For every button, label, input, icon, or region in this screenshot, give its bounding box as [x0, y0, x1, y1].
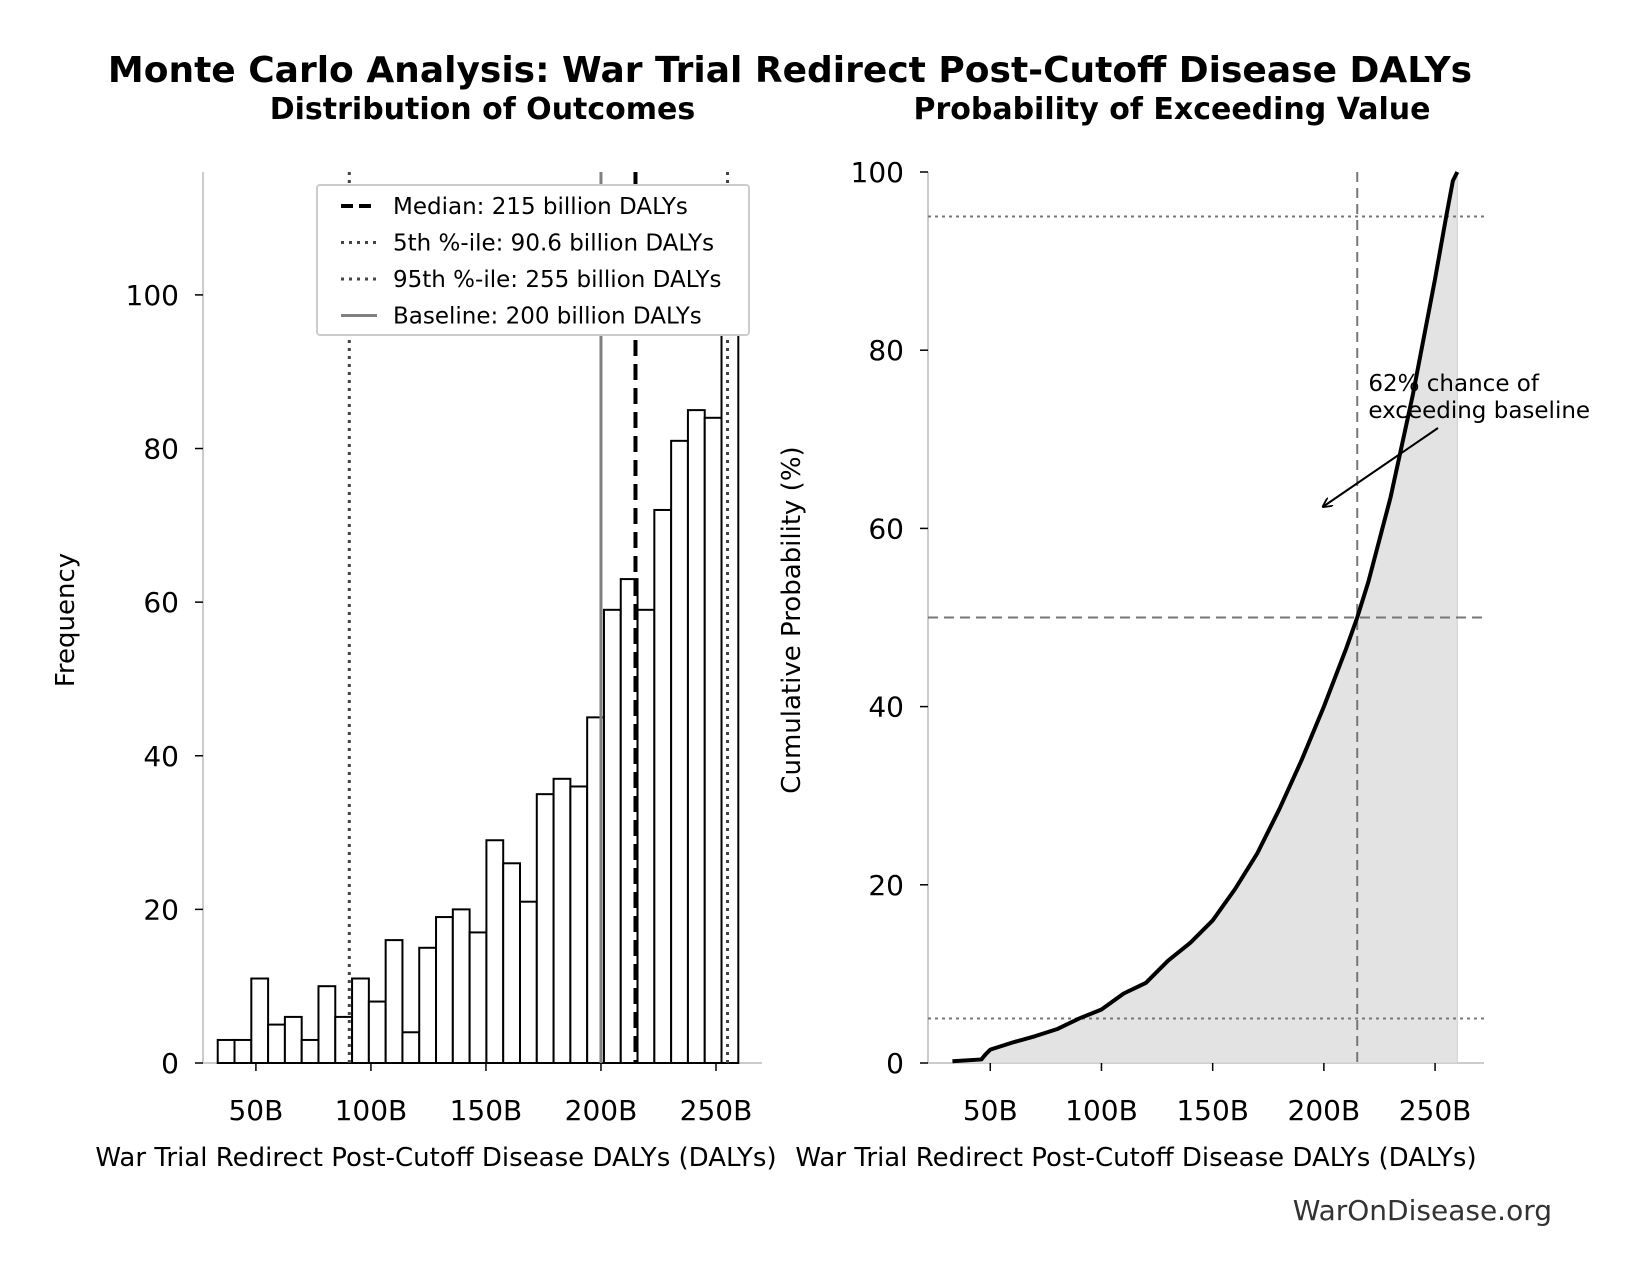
hist-x-label: War Trial Redirect Post-Cutoff Disease D… — [95, 1143, 776, 1173]
histogram-bar — [401, 1031, 421, 1065]
histogram-bar — [250, 977, 270, 1064]
histogram-bar — [485, 839, 505, 1064]
cdf-y-tick-label: 20 — [868, 869, 904, 902]
cdf-y-tick-label: 40 — [868, 691, 904, 724]
annotation-text: 62% chance of — [1368, 371, 1540, 397]
hist-x-tick-label: 200B — [565, 1094, 638, 1127]
cdf-x-tick-label: 200B — [1288, 1094, 1361, 1127]
cdf-x-tick-label: 100B — [1065, 1094, 1138, 1127]
legend-label: Median: 215 billion DALYs — [393, 194, 688, 220]
histogram-bar — [653, 508, 673, 1064]
cdf-y-tick-label: 60 — [868, 512, 904, 545]
histogram-bar — [720, 209, 740, 1065]
hist-y-label: Frequency — [51, 553, 81, 687]
histogram-bar — [518, 900, 538, 1065]
hist-x-tick-label: 250B — [680, 1094, 753, 1127]
hist-y-tick-label: 0 — [161, 1047, 179, 1080]
hist-y-tick-label: 40 — [143, 740, 179, 773]
histogram-bar — [351, 977, 370, 1064]
histogram-bar — [535, 793, 555, 1065]
cdf-x-tick-label: 250B — [1399, 1094, 1472, 1127]
cdf-y-tick-label: 80 — [868, 334, 904, 367]
hist-x-tick-label: 150B — [450, 1094, 523, 1127]
cdf-y-tick-label: 100 — [851, 156, 904, 189]
histogram-bar — [216, 1038, 236, 1065]
figure-title: Monte Carlo Analysis: War Trial Redirect… — [107, 50, 1473, 91]
legend-label: Baseline: 200 billion DALYs — [393, 304, 702, 330]
cdf-y-label: Cumulative Probability (%) — [777, 446, 807, 793]
histogram-bar — [451, 908, 471, 1065]
histogram-bar — [233, 1038, 253, 1065]
annotation-text: exceeding baseline — [1368, 398, 1590, 424]
histogram-bar — [317, 985, 337, 1064]
histogram-bar — [367, 1000, 387, 1064]
hist-y-tick-label: 100 — [126, 279, 179, 312]
hist-y-tick-label: 80 — [143, 433, 179, 466]
histogram-bar — [686, 409, 706, 1064]
legend-label: 95th %-ile: 255 billion DALYs — [393, 267, 721, 293]
watermark: WarOnDisease.org — [1292, 1194, 1552, 1227]
hist-subtitle: Distribution of Outcomes — [270, 92, 696, 127]
hist-legend — [316, 184, 750, 336]
hist-x-tick-label: 100B — [335, 1094, 408, 1127]
annotation-arrow — [1324, 427, 1439, 506]
histogram-bar — [703, 416, 723, 1064]
histogram-bar — [384, 939, 404, 1065]
histogram-bar — [502, 862, 521, 1064]
hist-x-tick-label: 50B — [228, 1094, 283, 1127]
histogram-bar — [670, 439, 689, 1065]
histogram-bar — [468, 931, 488, 1065]
hist-y-tick-label: 20 — [143, 893, 179, 926]
legend-label: 5th %-ile: 90.6 billion DALYs — [393, 231, 714, 257]
histogram-bar — [283, 1015, 303, 1065]
histogram-bar — [334, 1015, 354, 1065]
histogram-bar — [267, 1023, 286, 1065]
histogram-bar — [602, 608, 622, 1064]
histogram-bar — [300, 1038, 320, 1065]
cdf-x-tick-label: 150B — [1176, 1094, 1249, 1127]
histogram-bar — [552, 777, 572, 1064]
histogram-bar — [435, 916, 454, 1065]
cdf-y-tick-label: 0 — [886, 1047, 904, 1080]
histogram-bar — [636, 608, 656, 1064]
cdf-x-tick-label: 50B — [963, 1094, 1018, 1127]
hist-y-tick-label: 60 — [143, 586, 179, 619]
cdf-x-label: War Trial Redirect Post-Cutoff Disease D… — [795, 1143, 1476, 1173]
cdf-subtitle: Probability of Exceeding Value — [913, 92, 1430, 127]
cdf-curve — [952, 171, 1460, 1064]
histogram-bar — [569, 785, 589, 1065]
histogram-bar — [418, 946, 438, 1064]
